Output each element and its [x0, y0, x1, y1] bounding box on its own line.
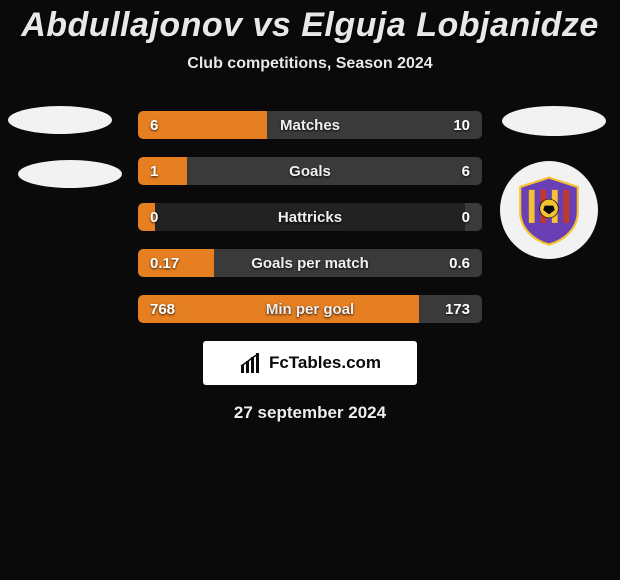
- subtitle: Club competitions, Season 2024: [0, 55, 620, 73]
- page-title: Abdullajonov vs Elguja Lobjanidze: [0, 6, 620, 45]
- date-text: 27 september 2024: [0, 403, 620, 423]
- stat-value-right: 10: [441, 111, 482, 139]
- stats-area: 610Matches16Goals00Hattricks0.170.6Goals…: [0, 111, 620, 323]
- player-right-avatar-placeholder: [502, 106, 606, 136]
- player-left-badge-placeholder: [18, 160, 122, 188]
- chart-icon: [239, 351, 263, 375]
- stat-value-right: 0: [450, 203, 482, 231]
- stat-rows: 610Matches16Goals00Hattricks0.170.6Goals…: [138, 111, 482, 323]
- stat-row: 16Goals: [138, 157, 482, 185]
- stat-value-left: 768: [138, 295, 187, 323]
- stat-row: 610Matches: [138, 111, 482, 139]
- stat-value-right: 0.6: [437, 249, 482, 277]
- shield-icon: [513, 174, 585, 246]
- player-left-avatar-placeholder: [8, 106, 112, 134]
- brand-text: FcTables.com: [269, 353, 381, 373]
- stat-row: 0 0Hattricks: [138, 203, 482, 231]
- stat-label: Hattricks: [138, 203, 482, 231]
- player-right-club-crest: [500, 161, 598, 259]
- stat-value-right: 173: [433, 295, 482, 323]
- stat-value-right: 6: [450, 157, 482, 185]
- stat-row: 768173Min per goal: [138, 295, 482, 323]
- stat-fill-right: [187, 157, 482, 185]
- stat-row: 0.170.6Goals per match: [138, 249, 482, 277]
- stat-value-left: 0: [138, 203, 170, 231]
- comparison-card: Abdullajonov vs Elguja Lobjanidze Club c…: [0, 0, 620, 423]
- stat-value-left: 1: [138, 157, 170, 185]
- brand-badge: FcTables.com: [203, 341, 417, 385]
- stat-value-left: 0.17: [138, 249, 191, 277]
- stat-value-left: 6: [138, 111, 170, 139]
